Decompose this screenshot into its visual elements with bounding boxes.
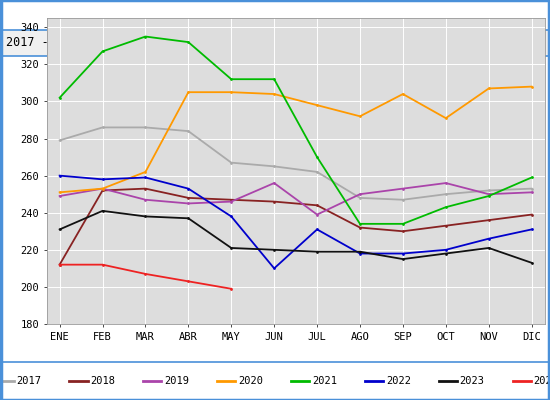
Text: 2022: 2022 [386, 376, 411, 386]
Text: Evolucion del paro registrado en Fasnia: Evolucion del paro registrado en Fasnia [124, 8, 426, 22]
Text: 2018: 2018 [90, 376, 116, 386]
Text: http://www.foro-ciudad.com: http://www.foro-ciudad.com [359, 36, 544, 50]
Text: 2017 - 2024: 2017 - 2024 [6, 36, 84, 50]
Text: 2019: 2019 [164, 376, 189, 386]
Text: 2024: 2024 [534, 376, 550, 386]
Text: 2017: 2017 [16, 376, 41, 386]
Text: 2020: 2020 [238, 376, 263, 386]
Text: 2023: 2023 [460, 376, 485, 386]
Text: 2021: 2021 [312, 376, 337, 386]
